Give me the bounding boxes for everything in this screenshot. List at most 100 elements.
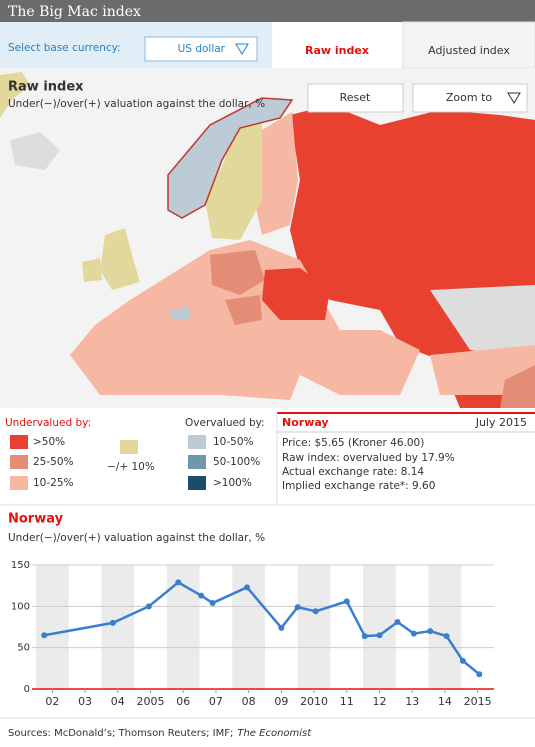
data-point[interactable] bbox=[376, 632, 383, 639]
x-tick-label: 2010 bbox=[300, 695, 328, 708]
year-band bbox=[232, 565, 265, 689]
region[interactable] bbox=[225, 295, 262, 325]
year-band bbox=[101, 565, 135, 689]
zoom-arrow bbox=[507, 92, 521, 104]
data-point[interactable] bbox=[244, 584, 251, 591]
info-date: July 2015 bbox=[475, 416, 527, 429]
y-tick-label: 50 bbox=[17, 643, 30, 654]
region[interactable] bbox=[170, 307, 190, 320]
data-point[interactable] bbox=[198, 592, 205, 599]
y-tick-label: 0 bbox=[24, 684, 30, 695]
data-point[interactable] bbox=[343, 598, 350, 605]
tab-adjusted[interactable] bbox=[402, 21, 535, 69]
over-title: Overvalued by: bbox=[185, 417, 265, 429]
x-tick-label: 03 bbox=[78, 695, 92, 708]
x-tick-label: 08 bbox=[242, 695, 256, 708]
tab-raw[interactable] bbox=[272, 22, 403, 68]
data-point[interactable] bbox=[175, 579, 182, 586]
legend-label: 25-50% bbox=[33, 456, 74, 468]
year-band bbox=[428, 565, 462, 689]
region[interactable] bbox=[210, 250, 265, 295]
dropdown-arrow bbox=[235, 43, 249, 55]
reset-label: Reset bbox=[340, 91, 371, 104]
zoom-dropdown[interactable] bbox=[412, 83, 528, 113]
x-tick-label: 14 bbox=[438, 695, 452, 708]
region bbox=[430, 285, 535, 360]
legend-label: 10-25% bbox=[33, 477, 74, 489]
sources-italic: The Economist bbox=[237, 728, 312, 739]
legend-swatch[interactable] bbox=[10, 435, 28, 449]
legend-swatch[interactable] bbox=[188, 455, 206, 469]
info-line: Raw index: overvalued by 17.9% bbox=[282, 452, 455, 464]
data-point[interactable] bbox=[443, 633, 450, 640]
region bbox=[0, 72, 30, 118]
data-point[interactable] bbox=[476, 671, 483, 678]
year-band bbox=[297, 565, 331, 689]
data-point[interactable] bbox=[394, 619, 401, 626]
data-point[interactable] bbox=[145, 603, 152, 610]
x-tick-label: 11 bbox=[340, 695, 354, 708]
region[interactable] bbox=[82, 258, 102, 282]
region[interactable] bbox=[100, 228, 140, 290]
zoom-label: Zoom to bbox=[446, 91, 493, 104]
data-point[interactable] bbox=[410, 630, 417, 637]
legend-swatch[interactable] bbox=[10, 476, 28, 490]
region[interactable] bbox=[205, 115, 262, 240]
legend-swatch[interactable] bbox=[188, 476, 206, 490]
x-tick-label: 12 bbox=[373, 695, 387, 708]
tab-adjusted-label: Adjusted index bbox=[428, 44, 510, 57]
legend-swatch[interactable] bbox=[10, 455, 28, 469]
y-tick-label: 100 bbox=[11, 601, 30, 612]
legend-label: 50-100% bbox=[213, 456, 260, 468]
region[interactable] bbox=[167, 97, 294, 219]
legend-swatch[interactable] bbox=[120, 440, 138, 454]
currency-value: US dollar bbox=[178, 43, 226, 55]
data-point[interactable] bbox=[459, 657, 466, 664]
legend-label: >100% bbox=[213, 477, 252, 489]
x-tick-label: 09 bbox=[274, 695, 288, 708]
header-title: The Big Mac index bbox=[8, 4, 141, 20]
chart-title: Norway bbox=[8, 512, 64, 527]
y-tick-label: 150 bbox=[11, 560, 30, 571]
x-tick-label: 2015 bbox=[464, 695, 492, 708]
year-band bbox=[166, 565, 200, 689]
data-point[interactable] bbox=[209, 600, 216, 607]
info-line: Actual exchange rate: 8.14 bbox=[282, 466, 424, 478]
info-line: Price: $5.65 (Kroner 46.00) bbox=[282, 437, 424, 449]
region[interactable] bbox=[252, 112, 298, 235]
chart-subtitle: Under(−)/over(+) valuation against the d… bbox=[8, 532, 265, 544]
currency-dropdown[interactable] bbox=[144, 36, 258, 62]
legend-label: −/+ 10% bbox=[107, 461, 155, 473]
legend-swatch[interactable] bbox=[188, 435, 206, 449]
sources: Sources: McDonald’s; Thomson Reuters; IM… bbox=[8, 728, 233, 739]
map-subtitle: Under(−)/over(+) valuation against the d… bbox=[8, 98, 265, 110]
data-point[interactable] bbox=[41, 632, 48, 639]
region[interactable] bbox=[500, 365, 535, 408]
x-tick-label: 04 bbox=[111, 695, 125, 708]
map-title: Raw index bbox=[8, 80, 84, 95]
currency-label: Select base currency: bbox=[8, 42, 121, 54]
x-tick-label: 06 bbox=[176, 695, 190, 708]
x-tick-label: 13 bbox=[405, 695, 419, 708]
info-country: Norway bbox=[282, 416, 329, 429]
data-point[interactable] bbox=[294, 604, 301, 611]
data-point[interactable] bbox=[312, 608, 319, 615]
x-tick-label: 02 bbox=[45, 695, 59, 708]
x-tick-label: 2005 bbox=[137, 695, 165, 708]
reset-button[interactable] bbox=[307, 83, 404, 113]
region[interactable] bbox=[262, 268, 330, 320]
data-point[interactable] bbox=[278, 624, 285, 631]
x-tick-label: 07 bbox=[209, 695, 223, 708]
region bbox=[10, 132, 60, 170]
under-title: Undervalued by: bbox=[5, 417, 91, 429]
info-line: Implied exchange rate*: 9.60 bbox=[282, 480, 435, 492]
tab-raw-label: Raw index bbox=[305, 44, 369, 57]
header-bar bbox=[0, 0, 535, 22]
legend-label: >50% bbox=[33, 436, 65, 448]
legend-label: 10-50% bbox=[213, 436, 254, 448]
data-point[interactable] bbox=[361, 633, 368, 640]
data-point[interactable] bbox=[109, 619, 116, 626]
data-point[interactable] bbox=[427, 628, 434, 635]
